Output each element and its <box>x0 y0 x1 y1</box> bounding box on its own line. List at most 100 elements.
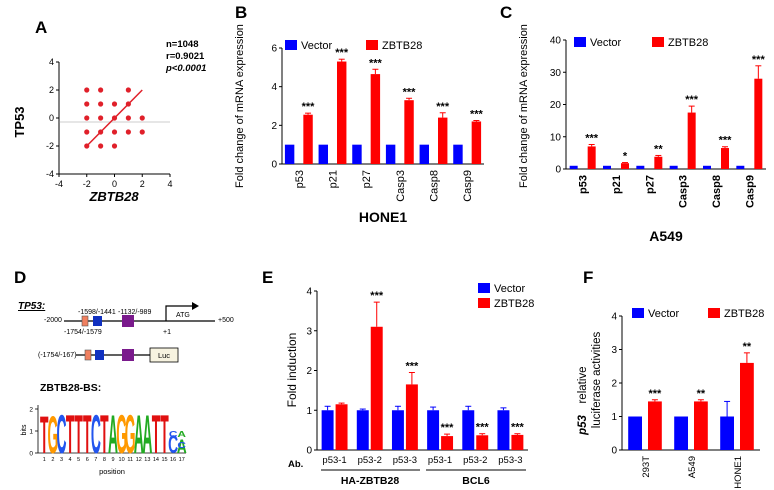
C-significance-label: *** <box>585 132 599 144</box>
panel-a-x-tick-label: 4 <box>167 179 172 189</box>
C-significance-label: ** <box>654 143 663 155</box>
panel-a-stat-p: p<0.0001 <box>165 63 206 74</box>
panel-d-site-purple <box>122 315 134 327</box>
C-y-tick-label: 0 <box>555 165 561 176</box>
panel-d-site-label-3: -1754/-1579 <box>64 329 102 336</box>
E-bar-zbtb28 <box>476 435 489 450</box>
E-bar-vector <box>427 410 440 450</box>
panel-a-data-point <box>125 129 131 135</box>
E-bar-vector <box>462 410 475 450</box>
F-legend-label-zbtb28: ZBTB28 <box>724 308 764 320</box>
C-bar-vector <box>736 165 745 169</box>
C-significance-label: *** <box>752 54 766 66</box>
panel-a-x-tick-label: 2 <box>140 179 145 189</box>
motif-letter: A <box>134 404 144 466</box>
B-bar-vector <box>419 144 429 164</box>
motif-position-label: 1 <box>43 457 46 463</box>
F-legend-label-vector: Vector <box>648 308 680 320</box>
panel-letter-c: C <box>500 3 512 22</box>
E-bar-vector <box>391 410 404 450</box>
panel-a-data-point <box>84 115 90 121</box>
B-category-label: Casp3 <box>395 170 407 202</box>
motif-position-label: 15 <box>161 457 167 463</box>
motif-letter: T <box>66 404 75 466</box>
F-significance-label: ** <box>697 388 706 400</box>
motif-position-label: 16 <box>170 457 176 463</box>
panel-d-site-blue <box>93 316 102 326</box>
B-y-tick-label: 2 <box>271 121 277 132</box>
motif-position-label: 3 <box>60 457 63 463</box>
B-bar-zbtb28 <box>370 74 381 164</box>
B-significance-label: *** <box>403 86 417 98</box>
panel-d-luc-box <box>149 347 179 363</box>
motif-position-label: 17 <box>179 457 185 463</box>
B-y-label: Fold change of mRNA expression <box>234 24 246 188</box>
C-bar-zbtb28 <box>654 156 663 169</box>
panel-d-site-orange <box>81 315 89 327</box>
F-category-label: 293T <box>641 456 652 478</box>
F-y-label-relative: relative <box>577 366 589 403</box>
E-bar-vector <box>321 410 334 450</box>
F-bar-zbtb28 <box>648 401 662 450</box>
B-category-label: p27 <box>361 170 373 188</box>
B-significance-label: *** <box>436 101 450 113</box>
E-bar-zbtb28 <box>441 436 454 450</box>
F-category-label: HONE1 <box>733 456 744 489</box>
C-bar-zbtb28 <box>754 78 763 169</box>
E-group-label-ha-zbtb28: HA-ZBTB28 <box>341 475 399 487</box>
B-legend-swatch-zbtb28 <box>366 40 378 50</box>
F-y-tick-label: 4 <box>611 312 617 323</box>
motif-position-label: 10 <box>119 457 125 463</box>
C-category-label: Casp8 <box>711 175 723 208</box>
panel-d-gene-label: TP53: <box>18 301 45 312</box>
C-bar-zbtb28 <box>687 112 696 169</box>
motif-sub-letter: C <box>177 442 186 451</box>
C-category-label: p21 <box>611 175 623 194</box>
panel-d-motif-title: ZBTB28-BS: <box>40 382 101 394</box>
F-y-tick-label: 1 <box>611 412 617 423</box>
F-bar-zbtb28 <box>740 362 754 450</box>
E-legend-label-zbtb28: ZBTB28 <box>494 298 534 310</box>
E-y-tick-label: 0 <box>306 446 312 457</box>
motif-letter: T <box>152 404 161 466</box>
C-bar-vector <box>669 165 678 169</box>
E-category-label: p53-3 <box>498 455 522 466</box>
E-y-tick-label: 3 <box>306 326 312 337</box>
F-significance-label: ** <box>743 341 752 353</box>
C-y-tick-label: 30 <box>550 68 562 79</box>
C-y-label: Fold change of mRNA expression <box>518 24 530 188</box>
motif-position-label: 13 <box>144 457 150 463</box>
panel-d-site-label-1: -1598/-1441 <box>78 309 116 316</box>
panel-a-data-point <box>139 129 145 135</box>
B-category-label: p53 <box>294 170 306 188</box>
motif-letter: T <box>74 404 83 466</box>
motif-letter: T <box>83 404 92 466</box>
panel-d-promoter-diagram: TP53: -1598/-1441 -1132/-989 -2000 +500 … <box>18 301 234 476</box>
panel-a-data-point <box>139 115 145 121</box>
E-significance-label: *** <box>405 360 419 372</box>
panel-d-pos-end: +500 <box>218 317 234 324</box>
panel-a-fit-line <box>86 89 143 147</box>
panel-d-site-label-2: -1132/-989 <box>118 309 151 316</box>
panel-a-data-point <box>84 129 90 135</box>
panel-a-data-point <box>84 101 90 107</box>
C-category-label: Casp3 <box>678 175 690 208</box>
B-category-label: Casp8 <box>429 170 441 202</box>
panel-d-construct-blue <box>95 350 104 360</box>
panel-letter-f: F <box>583 268 593 287</box>
panel-a-y-tick-label: -2 <box>46 141 54 151</box>
panel-a-x-tick-label: -4 <box>55 179 63 189</box>
C-bar-zbtb28 <box>621 163 629 169</box>
B-legend-label-vector: Vector <box>301 40 333 52</box>
B-bar-vector <box>352 144 362 164</box>
panel-d-arrow-head <box>192 302 199 310</box>
B-legend-label-zbtb28: ZBTB28 <box>382 40 422 52</box>
E-y-label: Fold induction <box>285 333 299 408</box>
panel-a-data-point <box>111 101 118 107</box>
motif-position-label: 9 <box>111 457 114 463</box>
motif-position-label: 5 <box>77 457 80 463</box>
motif-letter: T <box>40 407 48 466</box>
F-legend-swatch-zbtb28 <box>708 308 720 318</box>
B-bar-vector <box>385 144 396 164</box>
C-y-tick-label: 40 <box>550 36 562 47</box>
